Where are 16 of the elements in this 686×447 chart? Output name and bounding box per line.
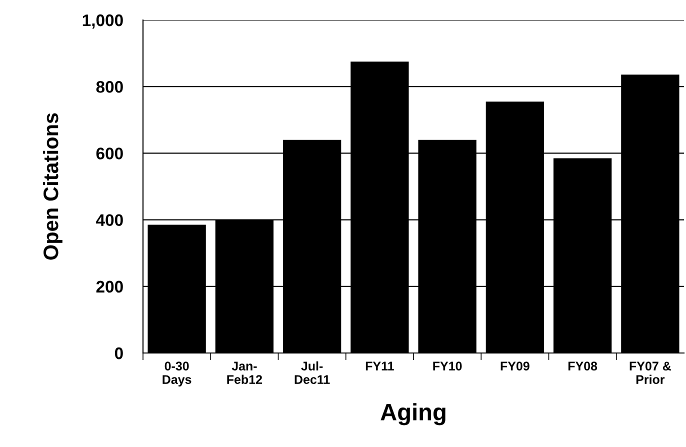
x-axis-title: Aging [380, 403, 446, 426]
y-tick-label: 1,000 [82, 14, 123, 29]
x-tick-label: Jan- Feb12 [227, 362, 262, 384]
y-tick-label: 400 [96, 214, 123, 226]
x-tick-label: FY08 [568, 362, 598, 371]
y-tick-label: 800 [96, 81, 123, 93]
y-axis-title: Open Citations [42, 113, 62, 260]
x-tick-label: Jul- Dec11 [294, 361, 330, 384]
y-tick-label: 0 [114, 347, 123, 360]
x-tick-label: 0-30 Days [162, 362, 192, 386]
x-tick-label: FY11 [366, 362, 394, 370]
x-tick-label: FY07 & Prior [630, 362, 671, 384]
x-tick-label: FY09 [500, 362, 530, 371]
x-tick-label: FY10 [433, 362, 462, 371]
y-tick-label: 600 [96, 148, 123, 160]
y-tick-label: 200 [96, 280, 123, 293]
